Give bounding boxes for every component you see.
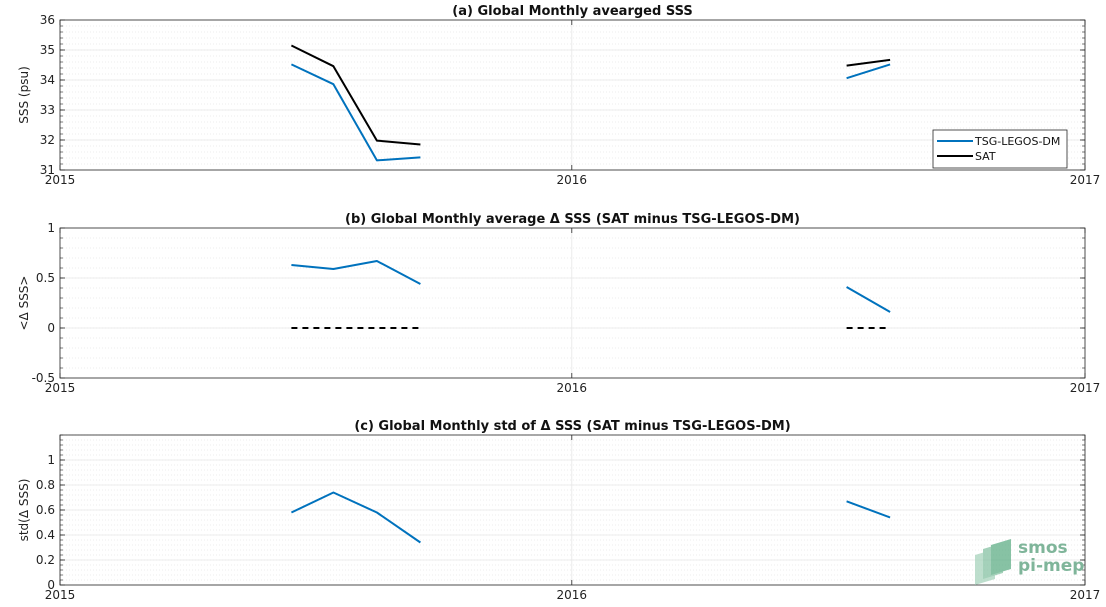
legend-entry: SAT (975, 150, 996, 163)
series-line-1 (290, 491, 891, 544)
x-tick-label: 2015 (45, 173, 76, 187)
y-tick-label: 0.8 (36, 478, 55, 492)
axes-frame (59, 19, 1086, 171)
series-line-1 (291, 260, 891, 313)
y-tick-label: 0.2 (36, 553, 55, 567)
series-line (846, 58, 891, 67)
chart-title: (c) Global Monthly std of Δ SSS (SAT min… (354, 419, 790, 434)
watermark-line1: smos (1018, 538, 1068, 558)
x-tick-label: 2015 (45, 381, 76, 395)
series-line (290, 44, 421, 146)
series-line (846, 500, 891, 519)
legend: TSG-LEGOS-DM SAT (932, 129, 1068, 169)
series-line (291, 260, 421, 285)
chart-title: (a) Global Monthly avearged SSS (452, 4, 692, 19)
series-line (846, 286, 891, 313)
x-tick-label: 2016 (557, 173, 588, 187)
x-tick-label: 2017 (1070, 173, 1101, 187)
series-tsg-legos-dm (290, 63, 891, 162)
x-tick-label: 2016 (557, 588, 588, 602)
x-tick-label: 2016 (557, 381, 588, 395)
plot-area (60, 228, 1085, 378)
y-tick-label: 0.5 (36, 271, 55, 285)
panel-a: 31 32 33 34 35 36 2015 2016 2017 (a) Global Month… (17, 4, 1100, 187)
y-axis-label: <Δ SSS> (17, 276, 31, 331)
y-tick-label: 0 (47, 578, 55, 592)
watermark-line2: pi-mep (1018, 556, 1084, 576)
y-tick-label: 35 (40, 43, 55, 57)
y-tick-label: 32 (40, 133, 55, 147)
y-tick-label: 0.6 (36, 503, 55, 517)
y-tick-label: -0.5 (32, 371, 55, 385)
series-sat (290, 44, 891, 146)
panel-b: -0.5 0 0.5 1 2015 2016 2017 (b) Global Monthly … (17, 212, 1100, 395)
series-line (290, 491, 421, 544)
logo-shape (991, 539, 1011, 575)
plot-area (60, 20, 1085, 170)
y-tick-label: 1 (47, 453, 55, 467)
series-line (846, 63, 891, 80)
axes-frame (59, 227, 1086, 379)
y-tick-label: 1 (47, 221, 55, 235)
y-tick-label: 36 (40, 13, 55, 27)
legend-box (932, 129, 1068, 169)
y-tick-label: 34 (40, 73, 55, 87)
panel-c: 0 0.2 0.4 0.6 0.8 1 2015 2016 2017 (c) Global Mon… (17, 419, 1100, 602)
x-tick-label: 2017 (1070, 381, 1101, 395)
chart-title: (b) Global Monthly average Δ SSS (SAT mi… (345, 212, 800, 227)
series-line (290, 63, 421, 162)
x-tick-label: 2017 (1070, 588, 1101, 602)
legend-entry: TSG-LEGOS-DM (974, 135, 1060, 148)
smos-logo-icon (975, 539, 1011, 585)
y-tick-label: 31 (40, 163, 55, 177)
x-tick-label: 2015 (45, 588, 76, 602)
y-tick-label: 0.4 (36, 528, 55, 542)
y-axis-label: std(Δ SSS) (17, 479, 31, 542)
y-axis-label: SSS (psu) (17, 66, 31, 124)
y-tick-label: 33 (40, 103, 55, 117)
y-tick-label: 0 (47, 321, 55, 335)
